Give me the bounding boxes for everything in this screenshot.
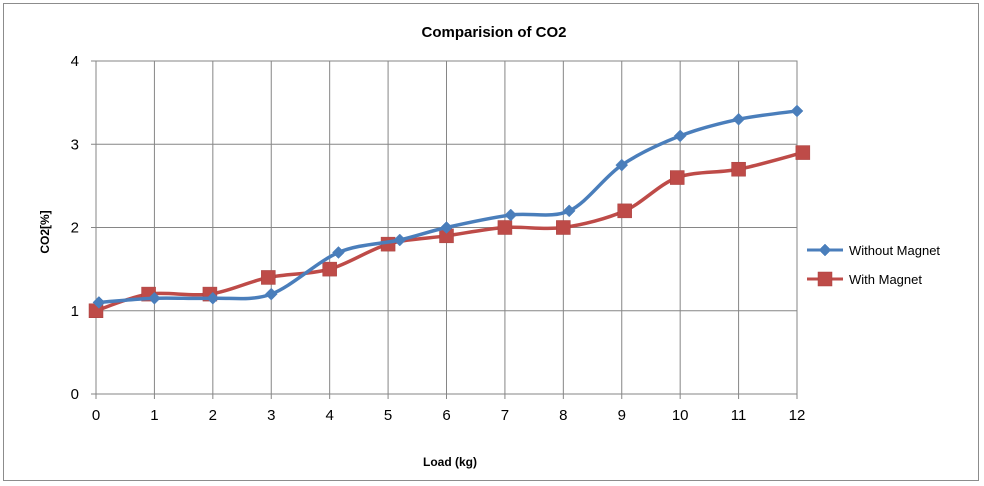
x-tick-label: 1 xyxy=(150,407,158,424)
y-tick-label: 4 xyxy=(71,53,79,70)
x-tick-label: 12 xyxy=(789,407,806,424)
data-point-without-magnet xyxy=(440,221,453,234)
x-tick-label: 10 xyxy=(672,407,689,424)
data-point-without-magnet xyxy=(673,129,687,143)
data-point-without-magnet xyxy=(615,158,629,172)
data-point-without-magnet xyxy=(393,233,407,247)
data-point-without-magnet xyxy=(504,208,518,222)
data-point-without-magnet xyxy=(562,204,576,218)
x-tick-label: 7 xyxy=(501,407,509,424)
x-tick-label: 8 xyxy=(559,407,567,424)
data-point-without-magnet xyxy=(264,287,278,301)
data-point-with-magnet xyxy=(322,261,337,277)
x-tick-label: 0 xyxy=(92,407,100,424)
x-tick-label: 3 xyxy=(267,407,275,424)
y-axis-title: CO2[%] xyxy=(38,210,52,253)
legend-marker-with-magnet xyxy=(817,271,833,287)
data-point-without-magnet xyxy=(332,246,345,259)
x-axis-title: Load (kg) xyxy=(423,455,477,469)
legend-label-with-magnet: With Magnet xyxy=(849,272,922,287)
data-point-with-magnet xyxy=(795,145,811,160)
chart-frame: 0 1 2 3 4 5 6 7 8 9 10 11 12 0 1 2 3 4 Comparision of CO2… xyxy=(3,3,979,481)
series-layer xyxy=(88,104,811,318)
data-point-with-magnet xyxy=(556,220,571,235)
data-point-without-magnet xyxy=(732,112,745,126)
legend: Without Magnet With Magnet xyxy=(807,243,940,287)
data-point-with-magnet xyxy=(731,161,746,177)
y-tick-label: 3 xyxy=(71,136,79,153)
x-tick-label: 5 xyxy=(384,407,392,424)
y-tick-label: 1 xyxy=(71,303,79,320)
x-tick-label: 6 xyxy=(442,407,450,424)
data-point-with-magnet xyxy=(617,203,632,219)
data-point-without-magnet xyxy=(206,291,220,305)
x-tick-label: 9 xyxy=(618,407,626,424)
data-point-without-magnet xyxy=(790,104,804,118)
data-point-without-magnet xyxy=(92,296,106,309)
x-tick-label: 4 xyxy=(325,407,333,424)
legend-label-without-magnet: Without Magnet xyxy=(849,243,940,258)
chart-title: Comparision of CO2 xyxy=(421,24,566,41)
x-tick-label: 2 xyxy=(209,407,217,424)
data-point-with-magnet xyxy=(669,170,685,185)
data-point-without-magnet xyxy=(148,291,161,305)
data-point-with-magnet xyxy=(497,220,513,235)
legend-marker-without-magnet xyxy=(818,243,832,257)
data-point-with-magnet xyxy=(261,270,276,285)
x-tick-label: 11 xyxy=(731,407,747,424)
series-line-without-magnet xyxy=(97,109,799,305)
y-tick-label: 2 xyxy=(71,220,79,237)
y-tick-label: 0 xyxy=(71,386,79,403)
